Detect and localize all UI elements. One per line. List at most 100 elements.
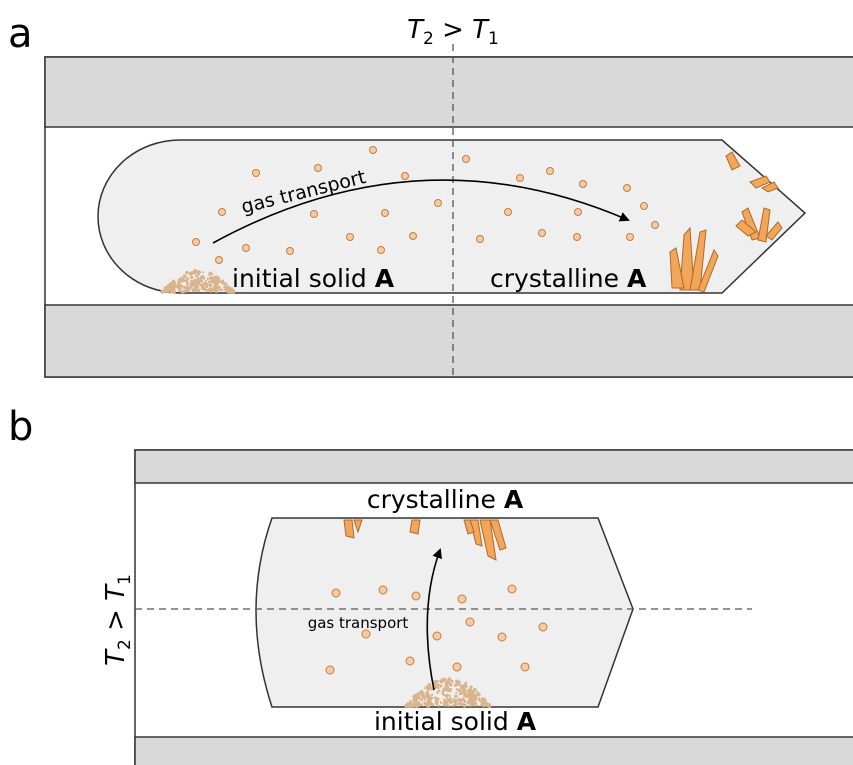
- grain: [464, 689, 466, 691]
- grain: [438, 689, 441, 692]
- molecule: [435, 200, 442, 207]
- grain: [226, 289, 229, 292]
- grain: [197, 281, 201, 285]
- grain: [455, 679, 459, 683]
- molecule: [287, 248, 294, 255]
- grain: [437, 687, 439, 689]
- solid-label: initial solid A: [232, 264, 395, 293]
- grain: [455, 692, 457, 694]
- grain: [428, 685, 431, 688]
- grain: [456, 688, 459, 691]
- grain: [421, 700, 423, 702]
- grain: [186, 280, 188, 282]
- grain: [205, 285, 208, 288]
- molecule: [539, 230, 546, 237]
- grain: [215, 289, 218, 292]
- grain: [216, 285, 219, 288]
- molecule: [406, 657, 414, 665]
- grain: [223, 286, 225, 288]
- molecule: [379, 586, 387, 594]
- grain: [446, 694, 449, 697]
- molecule: [627, 234, 634, 241]
- molecule: [521, 663, 529, 671]
- grain: [196, 289, 198, 291]
- molecule: [463, 156, 470, 163]
- grain: [197, 277, 199, 279]
- molecule: [624, 185, 631, 192]
- gas-transport-label: gas transport: [308, 614, 409, 632]
- grain: [173, 284, 176, 287]
- grain: [177, 282, 180, 285]
- grain: [434, 696, 437, 699]
- molecule: [216, 257, 223, 264]
- grain: [482, 699, 486, 703]
- grain: [194, 279, 197, 282]
- molecule: [243, 245, 250, 252]
- grain: [446, 689, 449, 692]
- molecule: [505, 209, 512, 216]
- grain: [206, 283, 209, 286]
- grain: [431, 703, 434, 706]
- grain: [186, 277, 189, 280]
- molecule: [466, 618, 474, 626]
- molecule: [517, 175, 524, 182]
- grain: [173, 282, 176, 285]
- grain: [409, 701, 413, 705]
- grain: [449, 700, 453, 704]
- grain: [209, 283, 212, 286]
- molecule: [547, 168, 554, 175]
- grain: [453, 698, 456, 701]
- grain: [168, 284, 170, 286]
- solid-bold: A: [375, 264, 395, 293]
- grain: [179, 288, 182, 291]
- grain: [438, 684, 441, 687]
- molecule: [453, 663, 461, 671]
- molecule: [539, 623, 547, 631]
- molecule: [477, 236, 484, 243]
- grain: [194, 270, 197, 273]
- temp-part: > T: [101, 583, 131, 639]
- grain: [471, 690, 475, 694]
- molecule: [253, 170, 260, 177]
- temp-sub: 2: [115, 639, 135, 650]
- temperature-label: T2 > T1: [407, 15, 499, 49]
- grain: [210, 273, 212, 275]
- molecule: [219, 209, 226, 216]
- grain: [207, 277, 209, 279]
- solid-bold: A: [517, 707, 537, 736]
- grain: [443, 694, 445, 696]
- grain: [420, 690, 423, 693]
- furnace-wall: [45, 57, 853, 127]
- solid-text: initial solid: [374, 707, 517, 736]
- grain: [181, 291, 184, 294]
- molecule: [402, 173, 409, 180]
- grain: [415, 702, 418, 705]
- molecule: [193, 239, 200, 246]
- grain: [458, 704, 460, 706]
- grain: [224, 284, 226, 286]
- molecule: [580, 181, 587, 188]
- grain: [196, 285, 198, 287]
- crystal-bold: A: [504, 485, 524, 514]
- grain: [200, 276, 203, 279]
- molecule: [311, 211, 318, 218]
- grain: [212, 273, 214, 275]
- grain: [215, 278, 218, 281]
- grain: [208, 281, 210, 283]
- grain: [190, 273, 193, 276]
- grain: [201, 286, 205, 290]
- grain: [443, 699, 445, 701]
- grain: [189, 285, 192, 288]
- temp-sub: 2: [423, 29, 434, 49]
- crystal-bold: A: [627, 264, 647, 293]
- grain: [442, 687, 446, 691]
- grain: [454, 684, 457, 687]
- grain: [185, 271, 189, 275]
- molecule: [410, 233, 417, 240]
- grain: [161, 290, 164, 293]
- grain: [440, 701, 443, 704]
- grain: [179, 280, 181, 282]
- grain: [418, 696, 420, 698]
- molecule: [508, 585, 516, 593]
- molecule: [574, 234, 581, 241]
